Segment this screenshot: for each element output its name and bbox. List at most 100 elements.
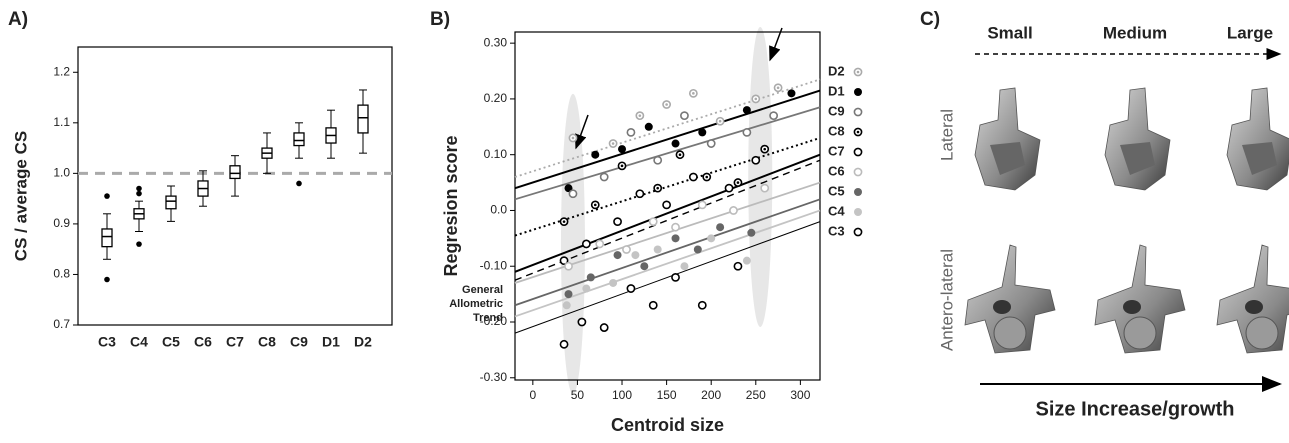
x-tick-label: 300 xyxy=(790,388,810,402)
x-axis-title: Centroid size xyxy=(611,415,724,435)
plot-frame xyxy=(514,31,821,381)
point xyxy=(697,200,707,210)
point xyxy=(688,172,698,182)
point xyxy=(626,284,636,293)
legend-label: C7 xyxy=(828,143,845,158)
point xyxy=(595,239,605,249)
point-center xyxy=(754,97,758,101)
panel-label: B) xyxy=(430,9,450,30)
point xyxy=(716,223,725,232)
x-tick-label: D1 xyxy=(322,334,340,350)
point xyxy=(742,106,751,115)
point-center xyxy=(562,220,566,223)
y-tick-label: 0.10 xyxy=(484,147,508,161)
point xyxy=(653,155,663,165)
y-tick-label: 0.7 xyxy=(53,317,70,331)
y-tick-label: 1.2 xyxy=(53,64,70,78)
point xyxy=(671,222,680,232)
point-center xyxy=(692,92,695,95)
x-tick-label: 250 xyxy=(746,388,766,402)
point-center xyxy=(656,186,659,190)
point xyxy=(662,200,672,210)
y-axis-title: CS / average CS xyxy=(11,131,30,261)
point xyxy=(751,155,761,165)
point-center xyxy=(593,203,597,207)
point-center xyxy=(856,70,860,74)
x-tick-label: 50 xyxy=(571,388,585,402)
legend-label: C8 xyxy=(828,123,845,138)
point-center xyxy=(638,114,642,117)
point xyxy=(599,172,609,182)
box xyxy=(165,195,177,210)
point-center xyxy=(571,136,575,140)
vertebra xyxy=(964,244,1056,354)
y-tick-label: -0.30 xyxy=(480,370,508,384)
legend-label: C6 xyxy=(828,163,845,178)
y-axis-title: Regresion score xyxy=(441,135,461,276)
x-tick-label: C5 xyxy=(162,334,180,350)
point xyxy=(559,256,569,266)
x-tick-label: 0 xyxy=(529,388,536,402)
point xyxy=(586,273,595,282)
y-tick-label: 0.0 xyxy=(490,203,507,217)
point xyxy=(599,323,609,332)
arrow xyxy=(769,27,783,62)
point xyxy=(591,150,600,159)
point xyxy=(742,256,751,265)
arrow xyxy=(574,114,589,150)
point xyxy=(742,127,752,137)
box xyxy=(357,104,369,134)
point xyxy=(648,300,658,310)
point xyxy=(671,272,680,282)
point xyxy=(618,145,627,154)
point xyxy=(707,234,716,243)
y-tick-label: 0.20 xyxy=(484,91,508,105)
legend-label: C5 xyxy=(828,183,845,198)
x-tick-label: C4 xyxy=(130,334,148,350)
point xyxy=(680,111,689,121)
panel-label: C) xyxy=(920,9,940,30)
x-tick-label: C8 xyxy=(258,334,276,350)
regression-line xyxy=(514,78,821,178)
outlier xyxy=(296,180,302,187)
point xyxy=(644,122,653,131)
point xyxy=(653,245,662,254)
y-tick-label: 0.8 xyxy=(53,267,70,281)
point xyxy=(562,301,571,310)
trend-label: Trend xyxy=(473,312,503,324)
point xyxy=(568,189,578,199)
point xyxy=(613,217,622,227)
point-center xyxy=(763,147,767,151)
outlier xyxy=(136,241,142,247)
x-tick-label: C9 xyxy=(290,334,308,350)
point xyxy=(613,251,622,260)
point xyxy=(747,228,756,237)
trend-label: General xyxy=(462,284,503,296)
trend-label: Allometric xyxy=(449,298,503,310)
vertebra xyxy=(1104,87,1171,191)
point-center xyxy=(611,142,615,145)
vertebra xyxy=(1226,87,1289,191)
point xyxy=(697,300,707,310)
y-tick-label: 1.0 xyxy=(53,166,70,180)
point xyxy=(648,217,658,227)
regression-line xyxy=(514,137,821,237)
regression-line xyxy=(514,209,821,318)
point xyxy=(787,89,796,98)
point xyxy=(693,245,702,254)
legend-marker xyxy=(854,208,862,216)
x-tick-label: C7 xyxy=(226,334,244,350)
panel-c: C) Small Medium Large Lateral Antero-lat… xyxy=(920,9,1289,420)
point-center xyxy=(856,130,860,134)
point xyxy=(559,339,569,349)
outlier xyxy=(104,276,110,283)
legend-marker xyxy=(854,188,862,196)
point xyxy=(577,317,587,327)
regression-line xyxy=(514,106,821,201)
point xyxy=(769,111,779,121)
legend-label: D1 xyxy=(828,83,845,98)
point xyxy=(671,139,680,148)
box xyxy=(293,132,305,147)
point xyxy=(640,262,649,271)
